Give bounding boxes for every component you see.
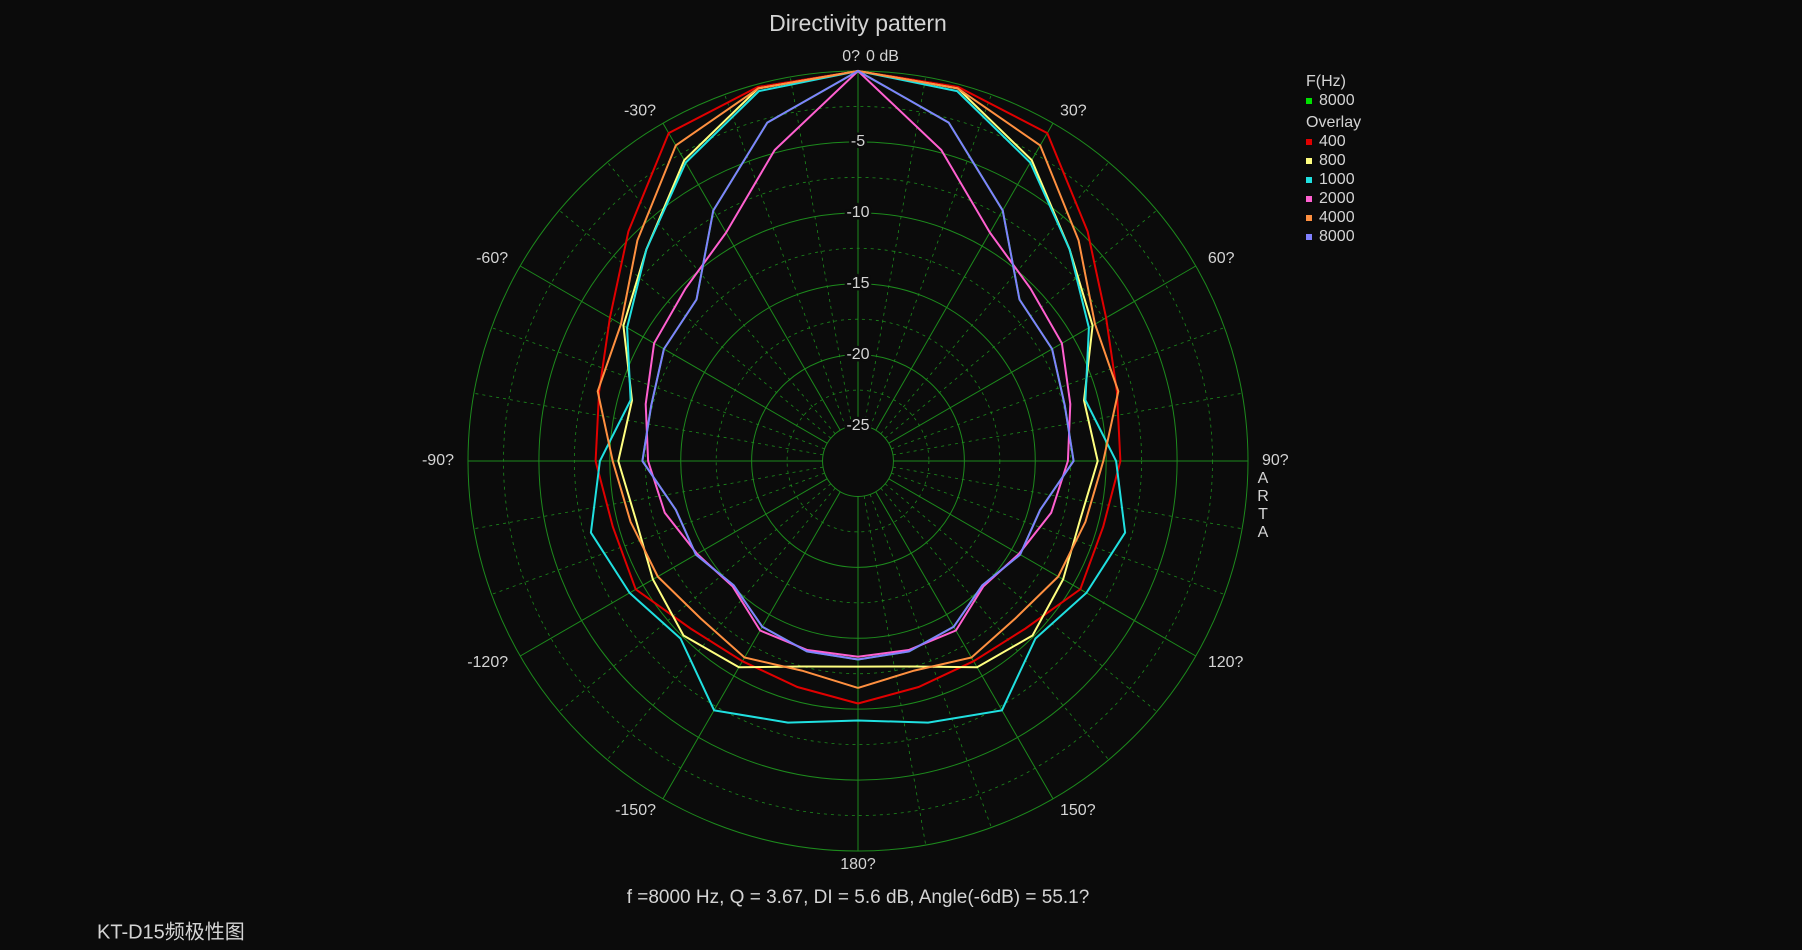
- grid-spoke: [520, 478, 828, 657]
- legend-swatch: [1306, 177, 1312, 183]
- grid-spoke: [875, 123, 1054, 431]
- grid-spoke: [662, 491, 841, 799]
- minor-grid-spoke: [607, 161, 836, 435]
- grid-spoke: [888, 265, 1196, 444]
- minor-grid-spoke: [607, 487, 836, 761]
- minor-grid-spoke: [491, 472, 825, 595]
- watermark-letter: T: [1258, 506, 1268, 523]
- angle-label: 120?: [1208, 654, 1244, 671]
- minor-grid-spoke: [491, 327, 825, 450]
- watermark-letter: A: [1258, 524, 1269, 541]
- minor-grid-spoke: [869, 494, 992, 828]
- legend-label: 2000: [1319, 190, 1355, 207]
- legend-swatch: [1306, 215, 1312, 221]
- angle-label: 60?: [1208, 250, 1235, 267]
- minor-grid-spoke: [558, 483, 832, 712]
- angle-label: -90?: [422, 452, 454, 469]
- legend-swatch: [1306, 158, 1312, 164]
- minor-grid-spoke: [869, 94, 992, 428]
- chart-title: Directivity pattern: [769, 10, 947, 36]
- angle-label: 180?: [840, 856, 876, 873]
- minor-grid-spoke: [789, 76, 853, 427]
- minor-grid-spoke: [892, 466, 1243, 530]
- legend-swatch: [1306, 139, 1312, 145]
- r-tick-label: -25: [846, 417, 869, 434]
- angle-label: -60?: [476, 250, 508, 267]
- minor-grid-spoke: [863, 76, 927, 427]
- grid-spoke: [662, 123, 841, 431]
- minor-grid-spoke: [724, 94, 847, 428]
- series-line: [641, 69, 1075, 661]
- page-label: KT-D15频极性图: [97, 920, 245, 943]
- legend-label: 4000: [1319, 209, 1355, 226]
- grid-spoke: [520, 265, 828, 444]
- legend-swatch: [1306, 196, 1312, 202]
- angle-label: 0?: [842, 48, 860, 65]
- r-tick-label: -20: [846, 346, 869, 363]
- minor-grid-spoke: [884, 210, 1158, 439]
- legend-label: 400: [1319, 133, 1346, 150]
- minor-grid-spoke: [880, 487, 1109, 761]
- angle-label: 30?: [1060, 102, 1087, 119]
- legend-label: 8000: [1319, 228, 1355, 245]
- angle-label: -150?: [615, 802, 656, 819]
- legend-label: 1000: [1319, 171, 1355, 188]
- watermark-letter: R: [1257, 488, 1269, 505]
- minor-grid-spoke: [880, 161, 1109, 435]
- legend-swatch: [1306, 98, 1312, 104]
- r-tick-label: -15: [846, 275, 869, 292]
- r-tick-label: -5: [851, 133, 865, 150]
- minor-grid-spoke: [863, 495, 927, 846]
- angle-label: -120?: [467, 654, 508, 671]
- minor-grid-spoke: [891, 472, 1225, 595]
- grid-spoke: [875, 491, 1054, 799]
- legend-heading: F(Hz): [1306, 73, 1346, 90]
- watermark-letter: A: [1258, 470, 1269, 487]
- angle-label: 150?: [1060, 802, 1096, 819]
- minor-grid-spoke: [891, 327, 1225, 450]
- annotation: f =8000 Hz, Q = 3.67, DI = 5.6 dB, Angle…: [627, 887, 1090, 908]
- minor-grid-spoke: [884, 483, 1158, 712]
- minor-grid-spoke: [558, 210, 832, 439]
- legend-label: 800: [1319, 152, 1346, 169]
- grid-spoke: [888, 478, 1196, 657]
- r-tick-label: -10: [846, 204, 869, 221]
- minor-grid-spoke: [473, 466, 824, 530]
- legend-swatch: [1306, 234, 1312, 240]
- legend-heading: Overlay: [1306, 114, 1361, 131]
- angle-label: -30?: [624, 102, 656, 119]
- legend-label: 8000: [1319, 92, 1355, 109]
- r-tick-label: 0 dB: [866, 48, 899, 65]
- angle-label: 90?: [1262, 452, 1289, 469]
